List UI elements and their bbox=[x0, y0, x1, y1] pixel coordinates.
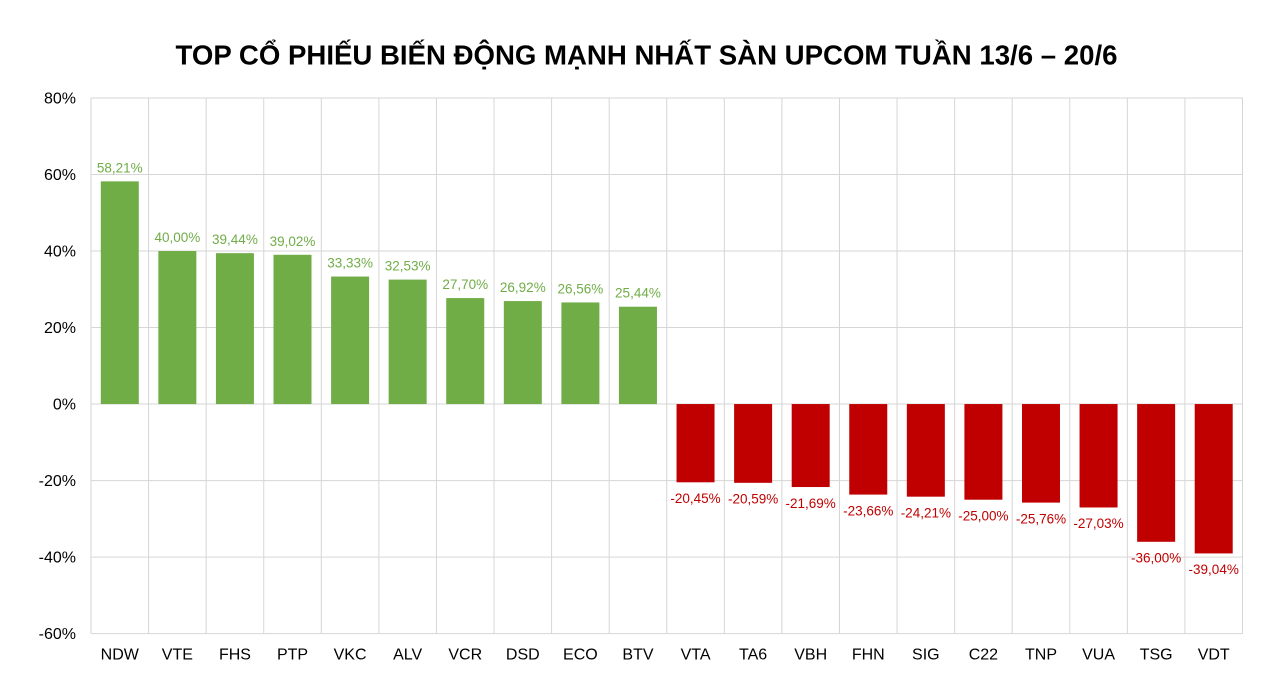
svg-text:80%: 80% bbox=[44, 91, 76, 108]
svg-text:39,44%: 39,44% bbox=[212, 232, 258, 247]
svg-text:ALV: ALV bbox=[393, 647, 422, 664]
svg-text:-20,59%: -20,59% bbox=[728, 492, 778, 507]
svg-text:-20%: -20% bbox=[39, 473, 76, 490]
svg-text:-39,04%: -39,04% bbox=[1189, 562, 1239, 577]
svg-text:26,92%: 26,92% bbox=[500, 280, 546, 295]
svg-text:-27,03%: -27,03% bbox=[1073, 516, 1123, 531]
svg-text:FHS: FHS bbox=[219, 647, 251, 664]
svg-text:TOP CỔ PHIẾU BIẾN ĐỘNG MẠNH NH: TOP CỔ PHIẾU BIẾN ĐỘNG MẠNH NHẤT SÀN UPC… bbox=[176, 39, 1118, 71]
svg-text:39,02%: 39,02% bbox=[270, 234, 316, 249]
svg-text:-36,00%: -36,00% bbox=[1131, 551, 1181, 566]
svg-text:VDT: VDT bbox=[1198, 647, 1230, 664]
svg-text:NDW: NDW bbox=[101, 647, 140, 664]
svg-text:-25,00%: -25,00% bbox=[958, 508, 1008, 523]
svg-text:32,53%: 32,53% bbox=[385, 259, 431, 274]
svg-text:-60%: -60% bbox=[39, 626, 76, 643]
svg-text:ECO: ECO bbox=[563, 647, 598, 664]
svg-text:33,33%: 33,33% bbox=[327, 256, 373, 271]
svg-text:PTP: PTP bbox=[277, 647, 308, 664]
svg-text:VBH: VBH bbox=[794, 647, 827, 664]
svg-text:TA6: TA6 bbox=[739, 647, 767, 664]
svg-text:VTE: VTE bbox=[162, 647, 193, 664]
svg-text:C22: C22 bbox=[969, 647, 998, 664]
svg-text:VTA: VTA bbox=[681, 647, 711, 664]
svg-text:-23,66%: -23,66% bbox=[843, 503, 893, 518]
svg-text:TSG: TSG bbox=[1140, 647, 1173, 664]
svg-text:-20,45%: -20,45% bbox=[670, 491, 720, 506]
svg-text:60%: 60% bbox=[44, 167, 76, 184]
svg-text:25,44%: 25,44% bbox=[615, 286, 661, 301]
svg-text:-25,76%: -25,76% bbox=[1016, 511, 1066, 526]
svg-text:DSD: DSD bbox=[506, 647, 540, 664]
svg-text:TNP: TNP bbox=[1025, 647, 1057, 664]
svg-text:FHN: FHN bbox=[852, 647, 885, 664]
svg-text:40,00%: 40,00% bbox=[154, 230, 200, 245]
svg-text:VUA: VUA bbox=[1082, 647, 1115, 664]
svg-text:26,56%: 26,56% bbox=[557, 281, 603, 296]
svg-text:VCR: VCR bbox=[448, 647, 482, 664]
svg-text:-24,21%: -24,21% bbox=[901, 505, 951, 520]
svg-text:0%: 0% bbox=[53, 397, 76, 414]
svg-text:-40%: -40% bbox=[39, 550, 76, 567]
svg-text:VKC: VKC bbox=[334, 647, 367, 664]
svg-text:58,21%: 58,21% bbox=[97, 160, 143, 175]
svg-text:SIG: SIG bbox=[912, 647, 940, 664]
svg-text:20%: 20% bbox=[44, 320, 76, 337]
svg-text:BTV: BTV bbox=[622, 647, 653, 664]
svg-text:27,70%: 27,70% bbox=[442, 277, 488, 292]
svg-text:-21,69%: -21,69% bbox=[786, 496, 836, 511]
svg-text:40%: 40% bbox=[44, 244, 76, 261]
